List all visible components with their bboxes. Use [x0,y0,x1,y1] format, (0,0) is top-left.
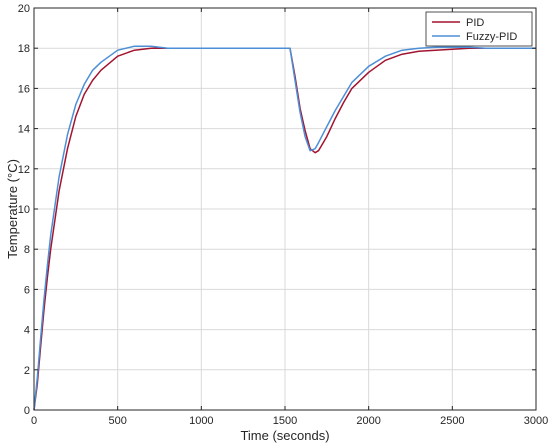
x-tick-label: 3000 [524,415,548,427]
y-tick-label: 10 [18,204,30,216]
y-tick-label: 18 [18,43,30,55]
x-tick-label: 500 [108,415,126,427]
y-tick-label: 0 [24,405,30,417]
y-axis-label: Temperature (°C) [5,159,20,259]
y-tick-label: 8 [24,244,30,256]
x-tick-label: 2500 [440,415,464,427]
y-tick-label: 4 [24,325,30,337]
y-tick-label: 6 [24,284,30,296]
y-tick-label: 16 [18,83,30,95]
y-tick-label: 14 [18,124,30,136]
x-tick-label: 0 [31,415,37,427]
y-tick-label: 12 [18,164,30,176]
legend: PID Fuzzy-PID [425,11,533,47]
legend-box [425,11,533,47]
y-tick-label: 2 [24,365,30,377]
legend-label: Fuzzy-PID [466,31,517,43]
legend-label: PID [466,17,484,29]
x-tick-label: 2000 [356,415,380,427]
axis-ticks: 0 500 1000 1500 2000 2500 3000 0 2 4 6 8 10 12 14 16 18 2… [18,3,548,427]
x-tick-label: 1500 [273,415,297,427]
series-line-fuzzy-pid [33,45,536,411]
x-axis-label: Time (seconds) [240,428,329,443]
series-layer [33,45,536,411]
x-tick-label: 1000 [189,415,213,427]
y-tick-label: 20 [18,3,30,15]
